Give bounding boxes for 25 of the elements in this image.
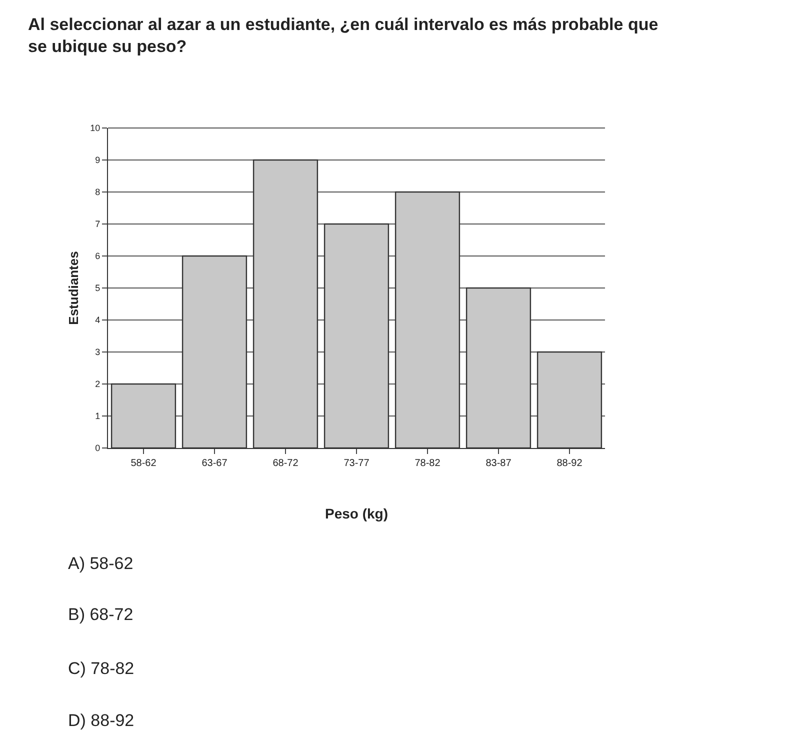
x-tick-label: 88-92 [556, 458, 583, 469]
x-tick-label: 58-62 [130, 458, 157, 469]
x-tick-label: 63-67 [202, 458, 228, 469]
y-tick-label: 0 [95, 443, 100, 454]
y-tick-label: 4 [95, 315, 100, 326]
y-tick-label: 5 [95, 283, 100, 294]
y-tick-label: 6 [95, 251, 100, 262]
y-tick-label: 9 [95, 155, 100, 166]
text: B) 68-72 [68, 605, 134, 624]
x-tick-label: 73-77 [344, 458, 370, 469]
x-tick-label: 68-72 [272, 458, 299, 469]
text: D) 88-92 [68, 711, 134, 730]
x-axis-title: Peso (kg) [324, 505, 388, 522]
text: A) 58-62 [68, 554, 134, 573]
x-tick-label: 78-82 [414, 458, 441, 469]
y-tick-label: 8 [95, 187, 100, 198]
y-tick-label: 7 [95, 219, 100, 230]
x-tick-label: 83-87 [486, 458, 512, 469]
text: C) 78-82 [68, 659, 134, 678]
y-tick-label: 2 [95, 379, 100, 390]
y-tick-label: 10 [90, 123, 100, 134]
y-tick-label: 3 [95, 347, 100, 358]
y-axis-title: Estudiantes [66, 251, 82, 325]
chart-title: Al seleccionar al azar a un estudiante, ¿en cuál intervalo es más probable que se ubique su peso? [28, 15, 658, 56]
y-tick-label: 1 [95, 411, 100, 422]
